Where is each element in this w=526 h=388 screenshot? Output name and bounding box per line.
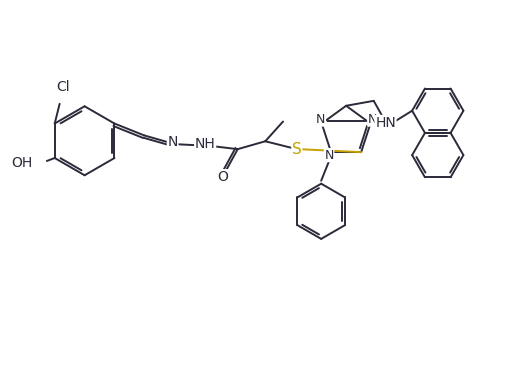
Text: NH: NH [195,137,216,151]
Text: S: S [292,142,302,157]
Text: OH: OH [11,156,32,170]
Text: O: O [217,170,228,184]
Text: N: N [325,149,334,161]
Text: N: N [368,113,377,126]
Text: Cl: Cl [57,80,70,94]
Text: N: N [167,135,178,149]
Text: HN: HN [375,116,396,130]
Text: N: N [316,113,326,126]
